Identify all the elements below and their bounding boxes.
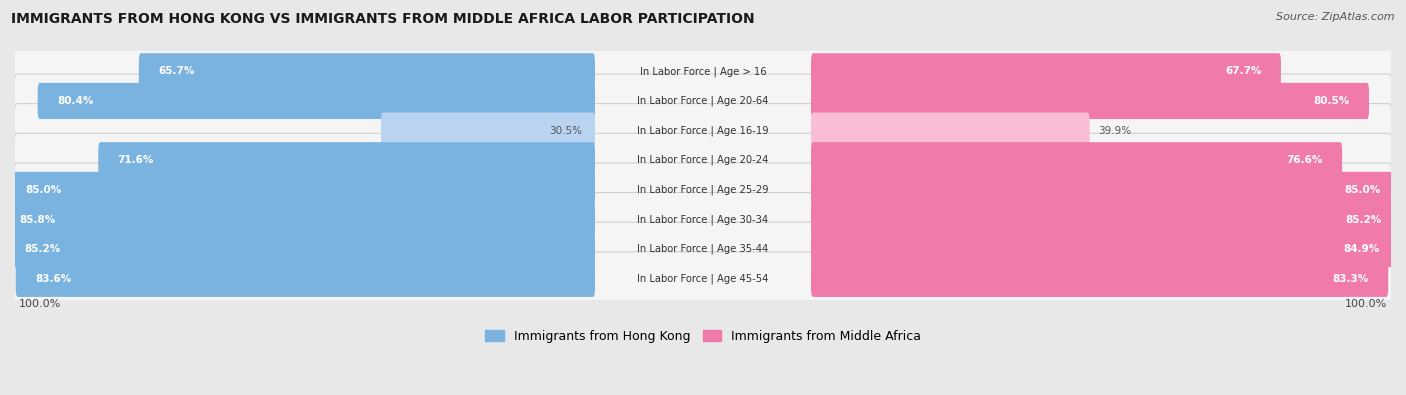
FancyBboxPatch shape [14, 44, 1392, 98]
Text: 67.7%: 67.7% [1225, 66, 1261, 76]
Text: 85.2%: 85.2% [24, 244, 60, 254]
FancyBboxPatch shape [4, 231, 595, 267]
Text: 71.6%: 71.6% [118, 155, 153, 165]
Text: 100.0%: 100.0% [18, 299, 60, 309]
Text: In Labor Force | Age 35-44: In Labor Force | Age 35-44 [637, 244, 769, 254]
FancyBboxPatch shape [6, 172, 595, 208]
Text: 85.2%: 85.2% [1346, 214, 1382, 224]
FancyBboxPatch shape [811, 53, 1281, 89]
Text: 100.0%: 100.0% [1346, 299, 1388, 309]
Text: 83.6%: 83.6% [35, 274, 72, 284]
FancyBboxPatch shape [811, 261, 1388, 297]
FancyBboxPatch shape [811, 113, 1090, 149]
Text: 65.7%: 65.7% [157, 66, 194, 76]
Legend: Immigrants from Hong Kong, Immigrants from Middle Africa: Immigrants from Hong Kong, Immigrants fr… [479, 325, 927, 348]
Text: In Labor Force | Age > 16: In Labor Force | Age > 16 [640, 66, 766, 77]
Text: In Labor Force | Age 45-54: In Labor Force | Age 45-54 [637, 274, 769, 284]
Text: 80.5%: 80.5% [1313, 96, 1350, 106]
FancyBboxPatch shape [811, 231, 1399, 267]
Text: Source: ZipAtlas.com: Source: ZipAtlas.com [1277, 12, 1395, 22]
Text: In Labor Force | Age 25-29: In Labor Force | Age 25-29 [637, 184, 769, 195]
Text: 39.9%: 39.9% [1098, 126, 1130, 135]
FancyBboxPatch shape [15, 261, 595, 297]
Text: IMMIGRANTS FROM HONG KONG VS IMMIGRANTS FROM MIDDLE AFRICA LABOR PARTICIPATION: IMMIGRANTS FROM HONG KONG VS IMMIGRANTS … [11, 12, 755, 26]
FancyBboxPatch shape [14, 74, 1392, 128]
FancyBboxPatch shape [811, 201, 1402, 238]
FancyBboxPatch shape [14, 133, 1392, 187]
Text: In Labor Force | Age 20-64: In Labor Force | Age 20-64 [637, 96, 769, 106]
Text: In Labor Force | Age 20-24: In Labor Force | Age 20-24 [637, 155, 769, 166]
FancyBboxPatch shape [139, 53, 595, 89]
Text: In Labor Force | Age 30-34: In Labor Force | Age 30-34 [637, 214, 769, 225]
FancyBboxPatch shape [811, 172, 1400, 208]
Text: 30.5%: 30.5% [550, 126, 582, 135]
FancyBboxPatch shape [811, 142, 1343, 178]
Text: 80.4%: 80.4% [58, 96, 93, 106]
Text: In Labor Force | Age 16-19: In Labor Force | Age 16-19 [637, 125, 769, 136]
FancyBboxPatch shape [14, 252, 1392, 306]
Text: 83.3%: 83.3% [1333, 274, 1369, 284]
Text: 76.6%: 76.6% [1286, 155, 1323, 165]
Text: 84.9%: 84.9% [1344, 244, 1381, 254]
Text: 85.0%: 85.0% [1344, 185, 1381, 195]
FancyBboxPatch shape [98, 142, 595, 178]
FancyBboxPatch shape [14, 103, 1392, 158]
FancyBboxPatch shape [14, 163, 1392, 217]
Text: 85.8%: 85.8% [20, 214, 56, 224]
FancyBboxPatch shape [14, 192, 1392, 246]
Text: 85.0%: 85.0% [25, 185, 62, 195]
FancyBboxPatch shape [38, 83, 595, 119]
FancyBboxPatch shape [14, 222, 1392, 276]
FancyBboxPatch shape [381, 113, 595, 149]
FancyBboxPatch shape [0, 201, 595, 238]
FancyBboxPatch shape [811, 83, 1369, 119]
